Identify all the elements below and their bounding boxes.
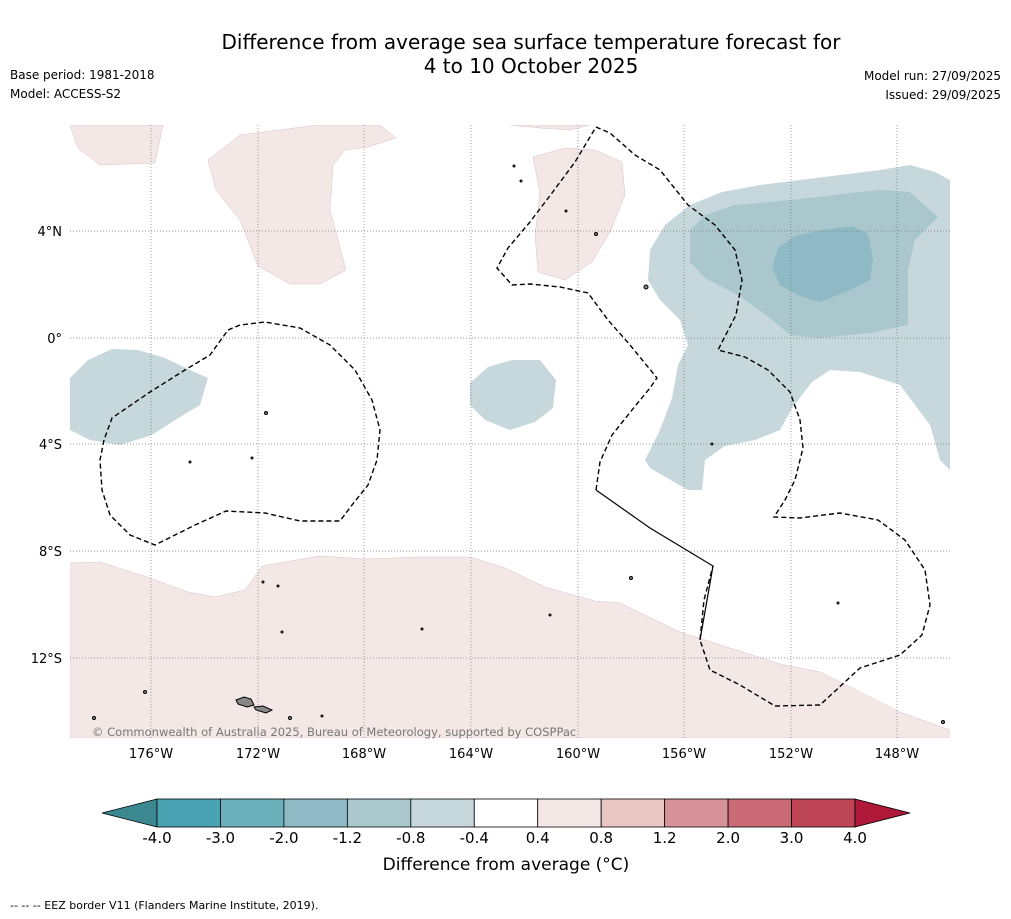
colorbar-cell bbox=[410, 798, 475, 828]
colorbar-cell bbox=[156, 798, 221, 828]
latitude-labels: 4°N 0° 4°S 8°S 12°S bbox=[31, 225, 62, 667]
colorbar-cell bbox=[473, 798, 539, 828]
chart-title: Difference from average sea surface temp… bbox=[0, 30, 1011, 78]
lat-label: 0° bbox=[47, 332, 62, 347]
colorbar-cell bbox=[600, 798, 666, 828]
cool-patch-west bbox=[70, 349, 208, 445]
eez-borders bbox=[99, 126, 931, 707]
title-line-1: Difference from average sea surface temp… bbox=[221, 30, 841, 54]
colorbar-label: Difference from average (°C) bbox=[382, 855, 630, 875]
colorbar-tick-label: -1.2 bbox=[333, 829, 362, 847]
warm-patch-north-central bbox=[207, 125, 397, 285]
metadata-right: Model run: 27/09/2025 Issued: 29/09/2025 bbox=[864, 67, 1001, 105]
eez-footnote: -- -- -- EEZ border V11 (Flanders Marine… bbox=[10, 899, 319, 912]
colorbar-cell bbox=[664, 798, 729, 828]
colorbar-tick-label: 0.8 bbox=[589, 829, 613, 847]
lat-label: 4°N bbox=[38, 225, 63, 240]
lon-label: 168°W bbox=[342, 747, 386, 762]
colorbar-tick-label: -2.0 bbox=[269, 829, 298, 847]
warm-band-south bbox=[70, 555, 950, 738]
colorbar: -4.0 -3.0 -2.0 -1.2 -0.8 -0.4 0.4 0.8 1.2 2.0 3.0 4… bbox=[101, 798, 911, 847]
cool-sliver-east bbox=[944, 340, 950, 380]
lat-label: 8°S bbox=[39, 545, 62, 560]
colorbar-tick-label: 0.4 bbox=[526, 829, 550, 847]
lon-label: 172°W bbox=[236, 747, 280, 762]
metadata-left: Base period: 1981-2018 Model: ACCESS-S2 bbox=[10, 66, 155, 104]
colorbar-tick-label: -3.0 bbox=[206, 829, 235, 847]
copyright-text: © Commonwealth of Australia 2025, Bureau… bbox=[92, 725, 576, 739]
islands bbox=[92, 164, 945, 724]
colorbar-tick-label: 2.0 bbox=[716, 829, 740, 847]
lon-label: 148°W bbox=[875, 747, 919, 762]
colorbar-cell bbox=[537, 798, 602, 828]
model-run-date: Model run: 27/09/2025 bbox=[863, 69, 1001, 83]
colorbar-cell bbox=[727, 798, 792, 828]
lat-label: 4°S bbox=[39, 438, 62, 453]
longitude-labels: 176°W 172°W 168°W 164°W 160°W 156°W 152°… bbox=[129, 747, 919, 762]
colorbar-cell bbox=[791, 798, 856, 828]
colorbar-over-arrow bbox=[854, 798, 911, 828]
colorbar-tick-label: 4.0 bbox=[843, 829, 867, 847]
island-upolu bbox=[253, 705, 274, 714]
colorbar-tick-label: 1.2 bbox=[653, 829, 677, 847]
colorbar-tick-label: -0.8 bbox=[396, 829, 425, 847]
island-savaii bbox=[235, 696, 255, 708]
graticule bbox=[70, 125, 950, 738]
colorbar-under-arrow bbox=[101, 798, 158, 828]
eez-border-central bbox=[496, 126, 931, 707]
title-line-2: 4 to 10 October 2025 bbox=[423, 54, 639, 78]
lon-label: 152°W bbox=[769, 747, 813, 762]
warm-patch-northwest bbox=[70, 125, 164, 166]
colorbar-tick-label: -0.4 bbox=[460, 829, 489, 847]
lon-label: 160°W bbox=[556, 747, 600, 762]
lon-label: 164°W bbox=[449, 747, 493, 762]
eez-border-solid-segment bbox=[595, 489, 714, 641]
colorbar-cell bbox=[346, 798, 412, 828]
base-period: Base period: 1981-2018 bbox=[10, 68, 155, 82]
colorbar-cell bbox=[220, 798, 285, 828]
lon-label: 156°W bbox=[662, 747, 706, 762]
eez-border-west bbox=[99, 321, 381, 546]
cool-patch-central bbox=[470, 360, 556, 430]
colorbar-tick-label: 3.0 bbox=[780, 829, 804, 847]
issued-date: Issued: 29/09/2025 bbox=[885, 88, 1001, 102]
lat-label: 12°S bbox=[31, 652, 62, 667]
warm-patch-north-east bbox=[509, 125, 626, 281]
model-name: Model: ACCESS-S2 bbox=[10, 87, 122, 101]
lon-label: 176°W bbox=[129, 747, 173, 762]
colorbar-cell bbox=[283, 798, 348, 828]
anomaly-layer bbox=[70, 125, 950, 738]
cool-core-inner bbox=[772, 226, 873, 302]
colorbar-tick-label: -4.0 bbox=[142, 829, 171, 847]
